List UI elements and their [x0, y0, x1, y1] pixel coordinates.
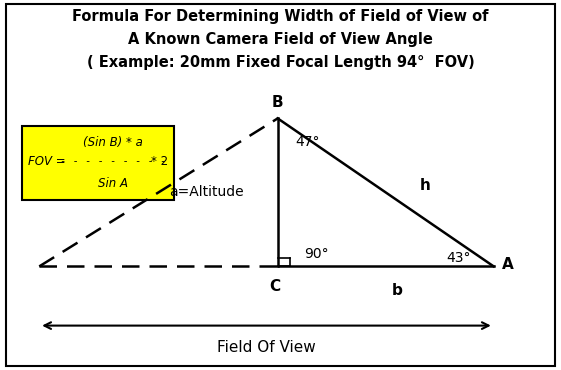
- Text: a=Altitude: a=Altitude: [169, 185, 244, 199]
- Text: 43°: 43°: [446, 251, 471, 265]
- Text: Sin A: Sin A: [98, 177, 128, 190]
- Text: A Known Camera Field of View Angle: A Known Camera Field of View Angle: [128, 32, 433, 47]
- Text: C: C: [269, 279, 280, 295]
- Text: FOV =: FOV =: [29, 155, 66, 168]
- Text: Formula For Determining Width of Field of View of: Formula For Determining Width of Field o…: [72, 9, 489, 24]
- Text: B: B: [272, 95, 283, 110]
- Text: ( Example: 20mm Fixed Focal Length 94°  FOV): ( Example: 20mm Fixed Focal Length 94° F…: [86, 55, 475, 70]
- Text: - - - - - - - - -: - - - - - - - - -: [60, 156, 167, 166]
- Text: Field Of View: Field Of View: [217, 340, 316, 355]
- Text: b: b: [392, 283, 402, 298]
- Text: A: A: [502, 257, 514, 272]
- Bar: [22, 126, 174, 200]
- Text: (Sin B) * a: (Sin B) * a: [84, 135, 143, 149]
- Text: * 2: * 2: [151, 155, 168, 168]
- Text: 47°: 47°: [296, 135, 320, 149]
- Text: 90°: 90°: [304, 247, 329, 261]
- Text: h: h: [420, 178, 430, 192]
